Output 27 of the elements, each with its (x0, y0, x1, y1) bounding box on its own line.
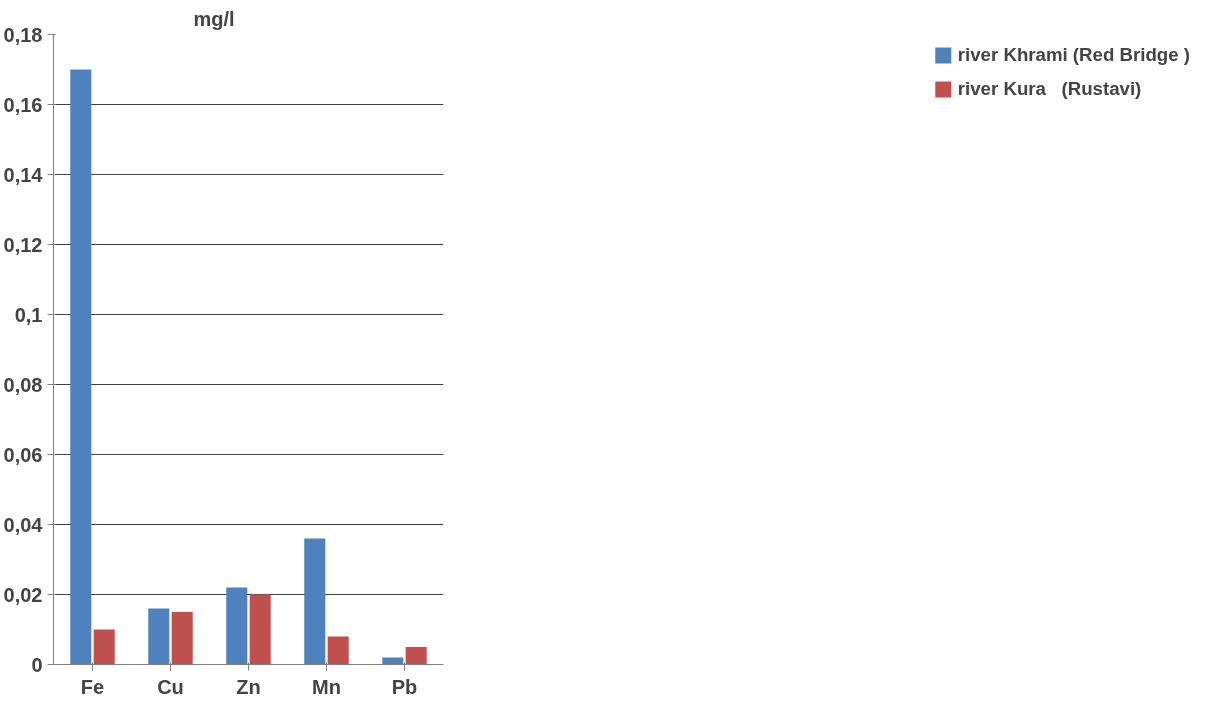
y-tick-label: 0,02 (3, 583, 43, 606)
y-tick-label: 0,16 (3, 93, 43, 116)
x-tick-label: Zn (236, 675, 261, 698)
bar (226, 587, 248, 665)
bar (70, 69, 92, 665)
y-tick-label: 0 (31, 653, 43, 676)
y-tick-label: 0,08 (3, 373, 43, 396)
legend-label: river Khrami (Red Bridge ) (957, 44, 1190, 66)
bar (327, 636, 349, 665)
x-tick-label: Mn (312, 675, 341, 698)
bar (405, 647, 427, 665)
y-tick-label: 0,14 (3, 163, 44, 186)
bar (171, 612, 193, 665)
bar (148, 608, 170, 665)
y-tick-label: 0,06 (3, 443, 43, 466)
legend-label: river Kura (Rustavi) (957, 78, 1142, 100)
bar (93, 629, 115, 665)
x-tick-label: Cu (157, 675, 184, 698)
x-tick-label: Fe (80, 675, 105, 698)
y-axis-title: mg/l (193, 7, 235, 30)
y-tick-label: 0,04 (3, 513, 44, 536)
y-tick-label: 0,18 (3, 23, 43, 46)
bar (304, 538, 326, 665)
bar (249, 594, 271, 665)
x-tick-label: Pb (391, 675, 418, 698)
y-tick-label: 0,12 (3, 233, 43, 256)
y-tick-label: 0,1 (14, 303, 43, 326)
